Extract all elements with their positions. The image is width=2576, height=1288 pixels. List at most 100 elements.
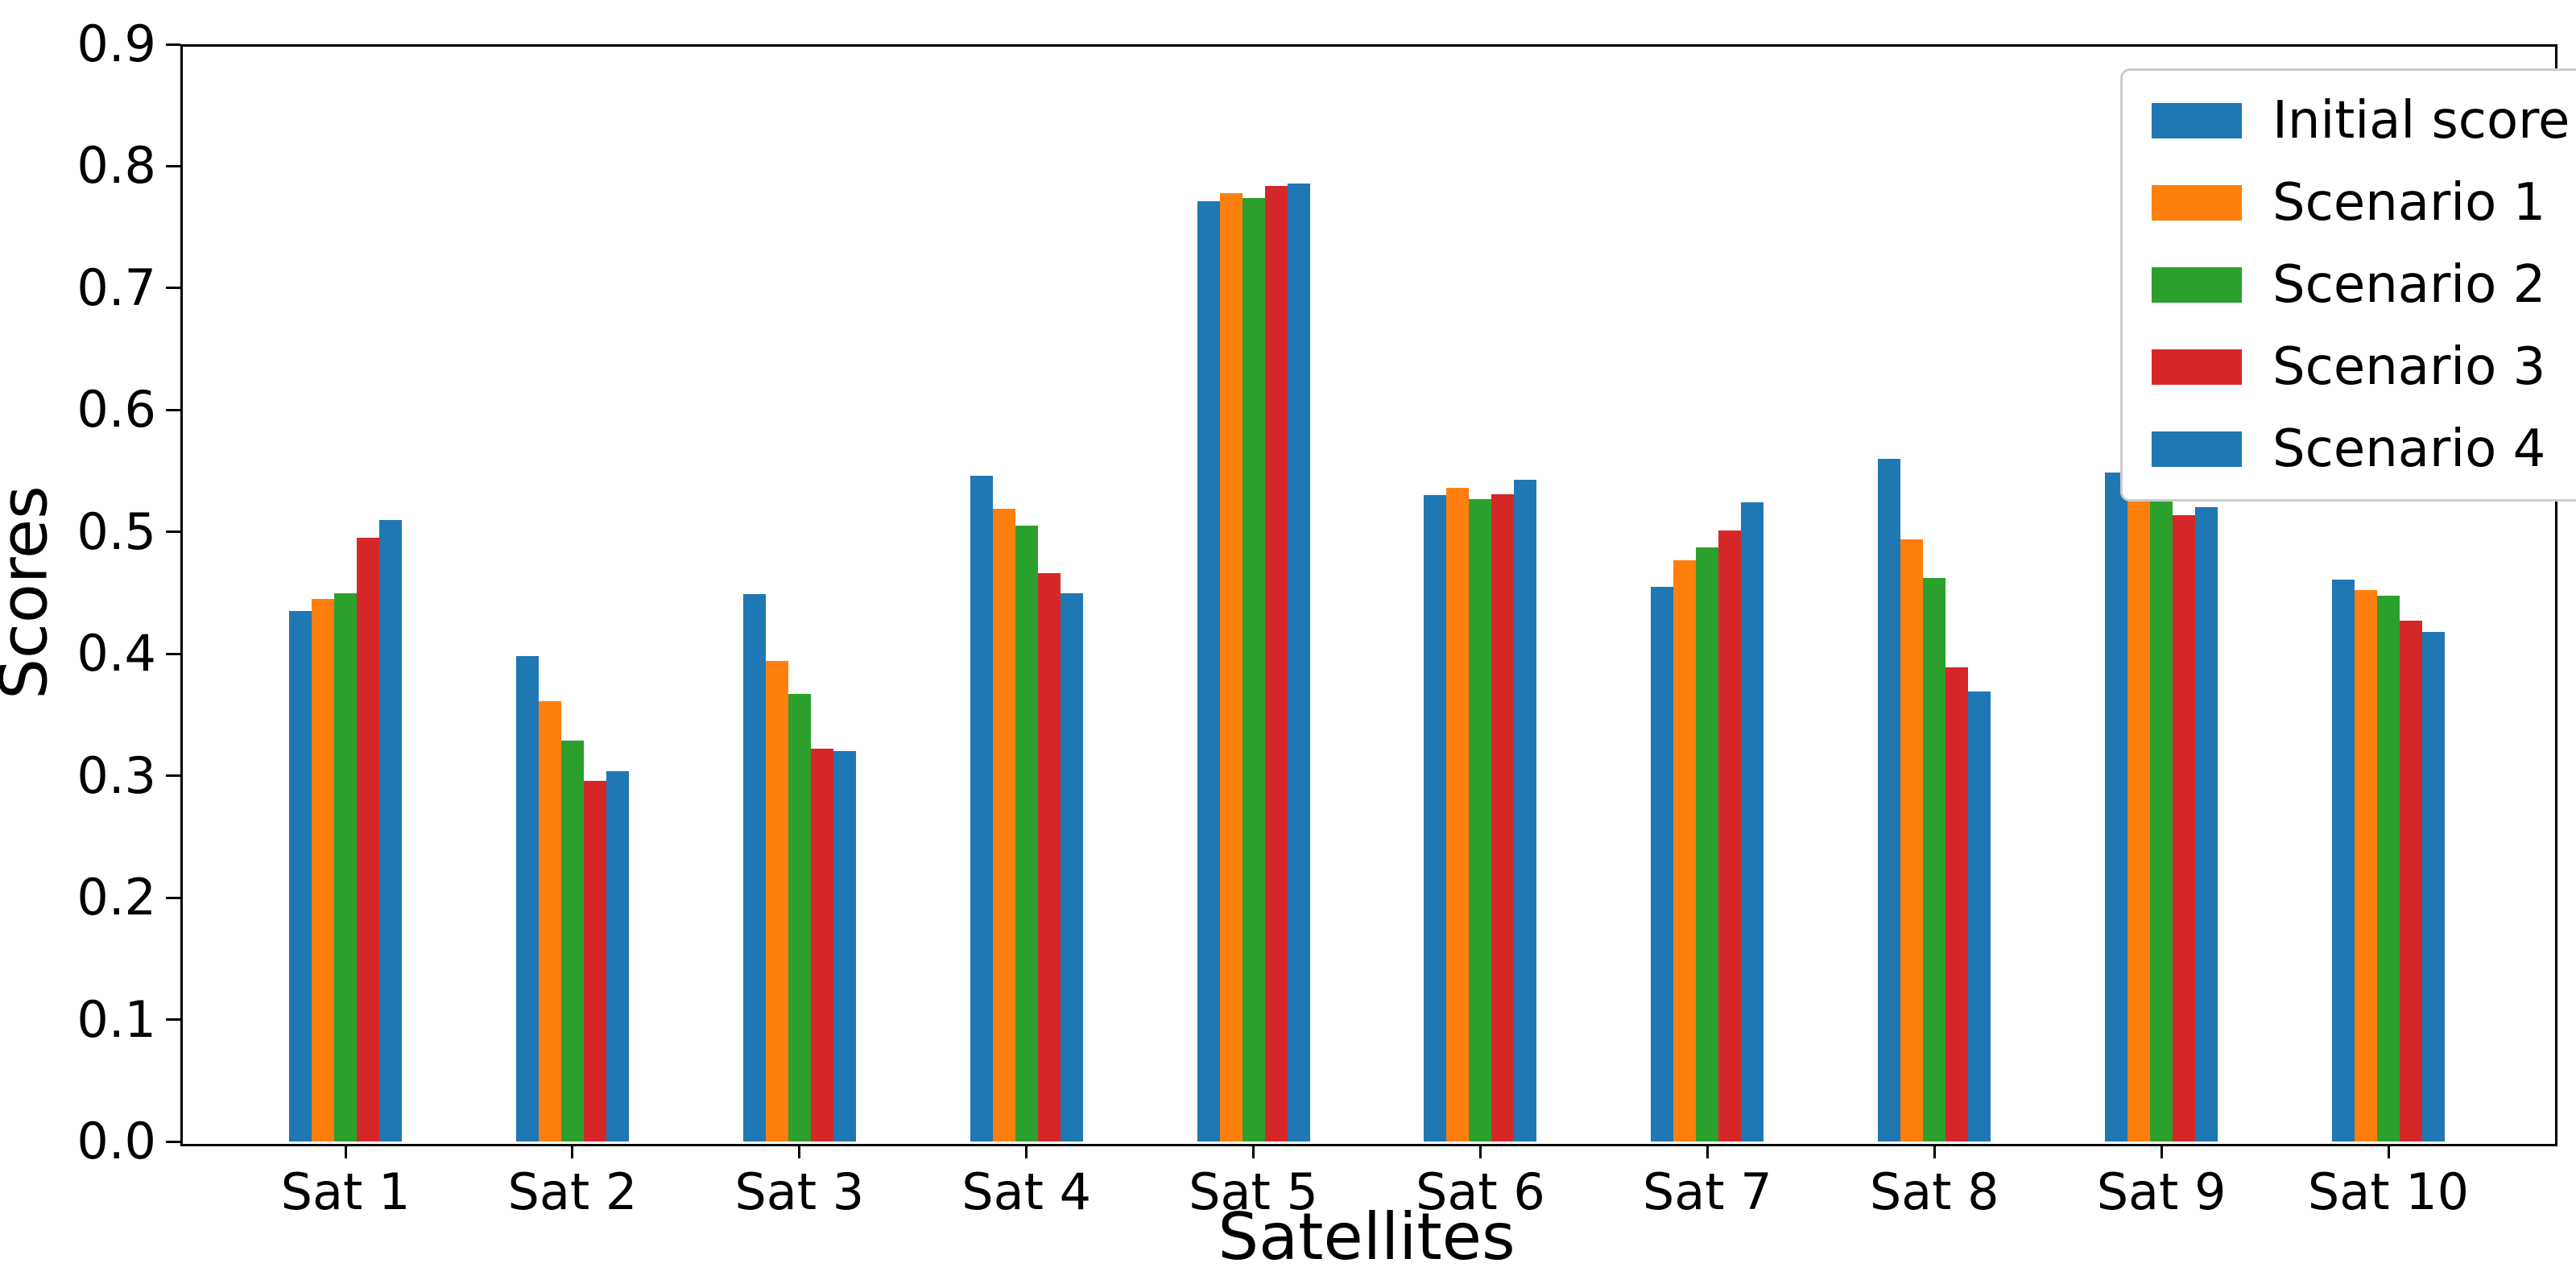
bar <box>515 656 539 1141</box>
x-tick-label: Sat 1 <box>280 1162 411 1221</box>
y-tick-label: 0.8 <box>76 136 156 196</box>
bar <box>2355 590 2377 1141</box>
legend-swatch <box>2152 185 2242 221</box>
bar <box>833 751 856 1141</box>
bar <box>1741 502 1764 1141</box>
y-tick-mark <box>166 408 180 411</box>
bar <box>765 661 788 1141</box>
legend: Initial score Scenario 1 Scenario 2 Scenari… <box>2120 68 2576 502</box>
y-tick-mark <box>166 652 180 655</box>
bar <box>1197 201 1220 1141</box>
legend-item: Scenario 2 <box>2152 259 2570 311</box>
x-tick-label: Sat 2 <box>507 1162 638 1221</box>
x-tick-mark <box>571 1144 574 1158</box>
x-tick-label: Sat 6 <box>1416 1162 1545 1221</box>
y-tick-mark <box>166 164 180 167</box>
y-tick-mark <box>166 287 180 290</box>
bar <box>1514 479 1537 1141</box>
bar <box>1718 530 1742 1141</box>
y-tick-label: 0.5 <box>76 502 156 561</box>
legend-swatch <box>2152 103 2242 138</box>
bar <box>312 599 334 1141</box>
bar <box>1015 526 1038 1141</box>
bar <box>2377 595 2400 1141</box>
bar <box>1264 185 1288 1141</box>
bar <box>1491 493 1515 1141</box>
bar <box>1878 458 1901 1141</box>
x-axis-title: Satellites <box>1218 1199 1515 1274</box>
bar <box>788 694 811 1141</box>
bar <box>560 740 584 1141</box>
x-tick-label: Sat 3 <box>734 1162 865 1221</box>
bar <box>1900 539 1924 1141</box>
legend-item: Scenario 1 <box>2152 177 2570 229</box>
bar <box>970 476 993 1141</box>
bar <box>1696 547 1719 1141</box>
x-tick-mark <box>2387 1144 2390 1158</box>
y-tick-label: 0.2 <box>76 868 156 927</box>
x-tick-mark <box>798 1144 801 1158</box>
y-tick-label: 0.6 <box>76 380 156 440</box>
bar <box>1968 691 1991 1141</box>
y-axis-title: Scores <box>0 485 62 700</box>
legend-swatch <box>2152 267 2242 303</box>
bar <box>1945 667 1969 1141</box>
bar <box>2173 514 2196 1141</box>
y-tick-label: 0.1 <box>76 989 156 1049</box>
y-tick-mark <box>166 774 180 778</box>
y-tick-label: 0.9 <box>76 14 156 73</box>
bar <box>379 519 402 1141</box>
legend-label: Initial score <box>2272 91 2570 151</box>
y-tick-label: 0.4 <box>76 624 156 683</box>
bar <box>2150 483 2173 1141</box>
x-tick-mark <box>1706 1144 1709 1158</box>
legend-item: Scenario 4 <box>2152 423 2570 475</box>
bar <box>1060 592 1083 1141</box>
bar <box>289 611 312 1141</box>
legend-label: Scenario 3 <box>2272 337 2546 397</box>
bar <box>1037 573 1061 1141</box>
legend-item: Initial score <box>2152 95 2570 147</box>
x-tick-label: Sat 10 <box>2307 1162 2470 1221</box>
bar <box>538 701 561 1141</box>
legend-swatch <box>2152 349 2242 385</box>
x-tick-mark <box>344 1144 347 1158</box>
bar <box>583 780 606 1141</box>
y-tick-label: 0.3 <box>76 745 156 805</box>
x-tick-mark <box>1252 1144 1255 1158</box>
bar <box>1242 197 1265 1141</box>
legend-label: Scenario 4 <box>2272 419 2546 479</box>
bar <box>606 770 629 1141</box>
bar <box>1219 192 1243 1141</box>
x-tick-mark <box>1933 1144 1936 1158</box>
legend-label: Scenario 1 <box>2272 173 2546 233</box>
x-tick-label: Sat 7 <box>1642 1162 1772 1221</box>
x-tick-label: Sat 5 <box>1189 1162 1318 1221</box>
legend-swatch <box>2152 431 2242 467</box>
bar <box>334 592 357 1141</box>
bar <box>2332 579 2355 1141</box>
bar <box>992 509 1015 1141</box>
x-tick-label: Sat 9 <box>2096 1162 2227 1221</box>
bar <box>1446 488 1470 1141</box>
x-tick-label: Sat 4 <box>961 1162 1092 1221</box>
legend-label: Scenario 2 <box>2272 255 2546 315</box>
y-tick-mark <box>166 1140 180 1143</box>
bar <box>810 749 833 1141</box>
y-tick-mark <box>166 1018 180 1022</box>
bar <box>2400 621 2422 1141</box>
bar <box>2127 486 2151 1141</box>
bar <box>742 594 766 1141</box>
y-tick-label: 0.0 <box>76 1112 156 1170</box>
bar <box>2422 631 2445 1141</box>
y-tick-mark <box>166 530 180 534</box>
y-tick-label: 0.7 <box>76 258 156 317</box>
x-tick-label: Sat 8 <box>1869 1162 1999 1221</box>
x-tick-mark <box>2160 1144 2163 1158</box>
bar <box>1673 559 1697 1141</box>
bar <box>1287 183 1310 1141</box>
x-tick-mark <box>1025 1144 1028 1158</box>
bar <box>357 538 379 1141</box>
bar <box>1651 586 1674 1141</box>
bar <box>1923 578 1946 1141</box>
